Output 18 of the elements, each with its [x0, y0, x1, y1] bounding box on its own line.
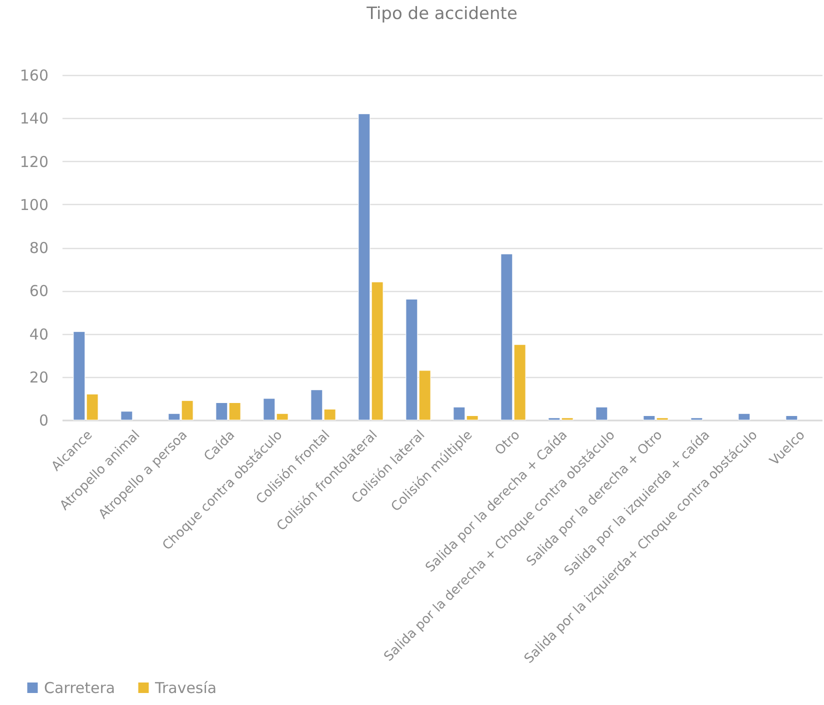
y-tick-label: 160 — [20, 66, 48, 84]
x-tick-label: Otro — [492, 428, 524, 458]
bar — [596, 406, 608, 420]
y-tick-label: 60 — [29, 282, 48, 300]
y-tick-label: 20 — [29, 368, 48, 386]
legend-label: Carretera — [44, 678, 116, 697]
bar — [738, 413, 750, 420]
y-tick-label: 140 — [20, 110, 48, 128]
chart-title: Tipo de accidente — [366, 4, 518, 24]
y-tick-label: 80 — [29, 239, 48, 257]
y-tick-label: 0 — [38, 412, 48, 430]
bar — [690, 418, 703, 420]
y-tick-label: 120 — [20, 152, 48, 171]
y-tick-label: 100 — [20, 196, 48, 214]
legend-label: Travesía — [154, 678, 217, 697]
y-tick-label: 40 — [29, 325, 48, 344]
bar — [786, 415, 798, 420]
bar — [120, 411, 133, 420]
